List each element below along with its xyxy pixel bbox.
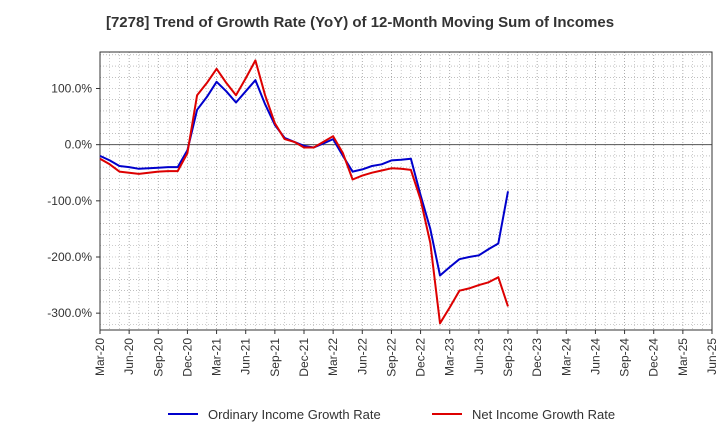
x-tick-label: Sep-24 xyxy=(618,338,632,377)
y-tick-label: -300.0% xyxy=(47,306,92,320)
x-tick-label: Mar-24 xyxy=(559,338,573,376)
series-line-ordinary-income xyxy=(99,79,509,277)
y-tick-label: -100.0% xyxy=(47,194,92,208)
plot-area xyxy=(100,52,712,330)
x-tick-label: Dec-23 xyxy=(530,338,544,377)
x-tick-label: Mar-22 xyxy=(326,338,340,376)
x-tick-label: Jun-24 xyxy=(588,338,602,375)
x-tick-label: Jun-21 xyxy=(239,338,253,375)
x-tick-label: Sep-22 xyxy=(384,338,398,377)
x-tick-label: Jun-22 xyxy=(355,338,369,375)
x-tick-label: Sep-20 xyxy=(151,338,165,377)
x-tick-label: Jun-23 xyxy=(472,338,486,375)
plot-frame xyxy=(99,51,713,331)
x-tick-label: Dec-20 xyxy=(180,338,194,377)
legend-label: Ordinary Income Growth Rate xyxy=(208,407,381,422)
x-tick-label: Sep-23 xyxy=(501,338,515,377)
x-tick-label: Dec-22 xyxy=(414,338,428,377)
x-tick-label: Mar-25 xyxy=(676,338,690,376)
x-tick-label: Dec-24 xyxy=(647,338,661,377)
x-tick-label: Mar-21 xyxy=(210,338,224,376)
x-tick-label: Mar-20 xyxy=(93,338,107,376)
y-tick-label: 100.0% xyxy=(51,82,92,96)
legend-label: Net Income Growth Rate xyxy=(472,407,615,422)
y-tick-label: -200.0% xyxy=(47,250,92,264)
x-tick-label: Jun-25 xyxy=(705,338,719,375)
x-tick-label: Mar-23 xyxy=(443,338,457,376)
x-tick-label: Jun-20 xyxy=(122,338,136,375)
x-tick-label: Dec-21 xyxy=(297,338,311,377)
x-tick-label: Sep-21 xyxy=(268,338,282,377)
chart-title: [7278] Trend of Growth Rate (YoY) of 12-… xyxy=(105,14,615,31)
series-line-net-income xyxy=(99,59,509,325)
y-tick-label: 0.0% xyxy=(65,138,93,152)
